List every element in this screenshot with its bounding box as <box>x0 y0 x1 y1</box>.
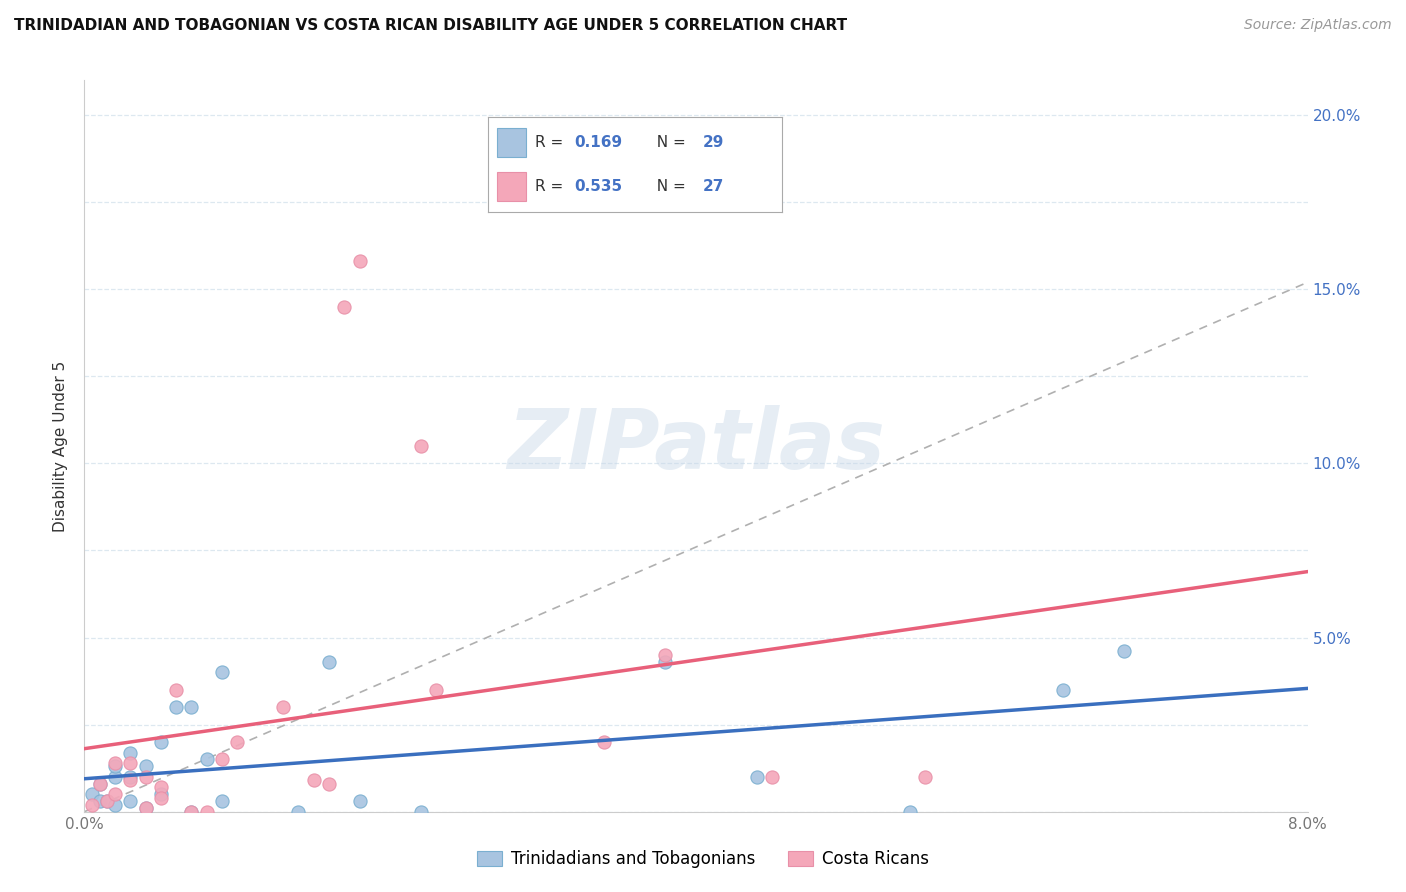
Point <box>120 746 142 760</box>
Point <box>80 797 103 812</box>
Point <box>318 655 340 669</box>
Point <box>104 756 127 770</box>
Point <box>135 759 157 773</box>
Point <box>89 777 111 791</box>
Point <box>1114 644 1136 658</box>
Point <box>195 752 218 766</box>
Text: ZIPatlas: ZIPatlas <box>508 406 884 486</box>
Point <box>180 700 202 714</box>
Point <box>195 805 218 819</box>
Text: TRINIDADIAN AND TOBAGONIAN VS COSTA RICAN DISABILITY AGE UNDER 5 CORRELATION CHA: TRINIDADIAN AND TOBAGONIAN VS COSTA RICA… <box>14 18 848 33</box>
Point <box>180 805 202 819</box>
Point <box>761 770 783 784</box>
Legend: Trinidadians and Tobagonians, Costa Ricans: Trinidadians and Tobagonians, Costa Rica… <box>471 844 935 875</box>
Point <box>104 797 127 812</box>
Point <box>302 773 325 788</box>
Point <box>654 655 676 669</box>
Text: Source: ZipAtlas.com: Source: ZipAtlas.com <box>1244 18 1392 32</box>
Y-axis label: Disability Age Under 5: Disability Age Under 5 <box>53 360 69 532</box>
Point <box>226 735 249 749</box>
Point <box>211 794 233 808</box>
Point <box>120 770 142 784</box>
Point <box>96 794 118 808</box>
Point <box>425 682 447 697</box>
Point <box>914 770 936 784</box>
Point <box>898 805 921 819</box>
Point <box>149 780 172 795</box>
Point <box>80 787 103 801</box>
Point <box>135 801 157 815</box>
Point <box>333 300 356 314</box>
Point <box>135 801 157 815</box>
Point <box>165 682 187 697</box>
Point <box>120 756 142 770</box>
Point <box>747 770 769 784</box>
Point <box>135 770 157 784</box>
Point <box>96 794 118 808</box>
Point <box>211 752 233 766</box>
Point <box>1052 682 1074 697</box>
Point <box>120 773 142 788</box>
Point <box>593 735 616 749</box>
Point <box>89 777 111 791</box>
Point <box>349 794 371 808</box>
Point <box>89 794 111 808</box>
Point <box>165 700 187 714</box>
Point <box>409 805 432 819</box>
Point <box>211 665 233 680</box>
Point <box>180 805 202 819</box>
Point <box>409 439 432 453</box>
Point <box>120 794 142 808</box>
Point <box>149 735 172 749</box>
Point <box>149 790 172 805</box>
Point <box>149 787 172 801</box>
Point <box>271 700 294 714</box>
Point <box>349 254 371 268</box>
Point <box>287 805 309 819</box>
Point <box>654 648 676 662</box>
Point <box>104 759 127 773</box>
Point <box>104 770 127 784</box>
Point <box>318 777 340 791</box>
Point <box>104 787 127 801</box>
